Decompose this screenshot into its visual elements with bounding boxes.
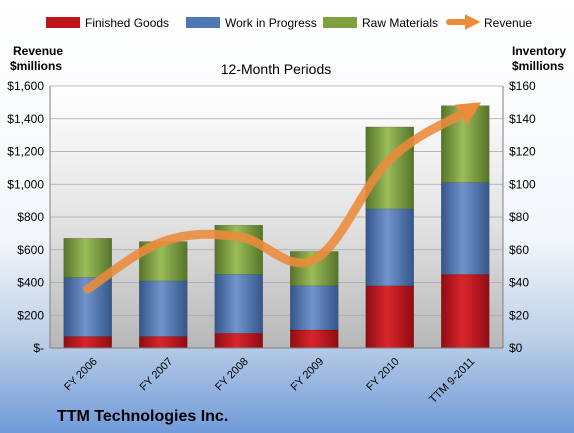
- left-tick-label: $600: [17, 243, 44, 257]
- legend-label-finished-goods: Finished Goods: [85, 16, 169, 30]
- bar-finished-goods: [290, 329, 339, 349]
- left-tick-label: $1,400: [7, 112, 44, 126]
- bars: [63, 105, 490, 349]
- right-axis-title-line2: $millions: [512, 59, 564, 73]
- left-axis-title-line2: $millions: [10, 59, 62, 73]
- right-tick-label: $40: [509, 276, 529, 290]
- legend: Finished Goods Work in Progress Raw Mate…: [46, 14, 532, 30]
- bar-work-in-progress: [290, 285, 339, 331]
- bar-work-in-progress: [139, 280, 188, 337]
- left-tick-label: $1,600: [7, 79, 44, 93]
- left-tick-label: $-: [33, 341, 44, 355]
- bar-finished-goods: [365, 285, 414, 349]
- left-tick-label: $1,000: [7, 177, 44, 191]
- left-axis-title-line1: Revenue: [13, 44, 63, 58]
- legend-label-revenue: Revenue: [484, 16, 532, 30]
- bar-finished-goods: [441, 274, 490, 349]
- revenue-line-path: [83, 102, 482, 294]
- right-tick-label: $120: [509, 145, 536, 159]
- legend-label-raw-materials: Raw Materials: [362, 16, 438, 30]
- bar-raw-materials: [63, 238, 112, 278]
- bar-finished-goods: [139, 336, 188, 349]
- right-tick-label: $140: [509, 112, 536, 126]
- right-tick-label: $160: [509, 79, 536, 93]
- bar-raw-materials: [365, 126, 414, 210]
- right-tick-label: $20: [509, 308, 529, 322]
- right-tick-label: $80: [509, 210, 529, 224]
- right-tick-label: $60: [509, 243, 529, 257]
- legend-swatch-finished-goods: [46, 17, 80, 28]
- legend-label-work-in-progress: Work in Progress: [225, 16, 317, 30]
- right-tick-label: $100: [509, 177, 536, 191]
- bar-work-in-progress: [365, 208, 414, 287]
- legend-swatch-raw-materials: [323, 17, 357, 28]
- left-tick-label: $1,200: [7, 145, 44, 159]
- bar-finished-goods: [214, 333, 263, 349]
- left-tick-label: $400: [17, 276, 44, 290]
- legend-swatch-work-in-progress: [186, 17, 220, 28]
- bar-finished-goods: [63, 336, 112, 349]
- company-name: TTM Technologies Inc.: [57, 408, 228, 425]
- right-axis-title-line1: Inventory: [512, 44, 566, 58]
- right-tick-label: $0: [509, 341, 523, 355]
- left-tick-label: $800: [17, 210, 44, 224]
- bar-work-in-progress: [214, 274, 263, 334]
- left-tick-label: $200: [17, 308, 44, 322]
- bar-work-in-progress: [441, 182, 490, 275]
- revenue-line: [83, 102, 482, 294]
- chart-subtitle: 12-Month Periods: [221, 61, 332, 77]
